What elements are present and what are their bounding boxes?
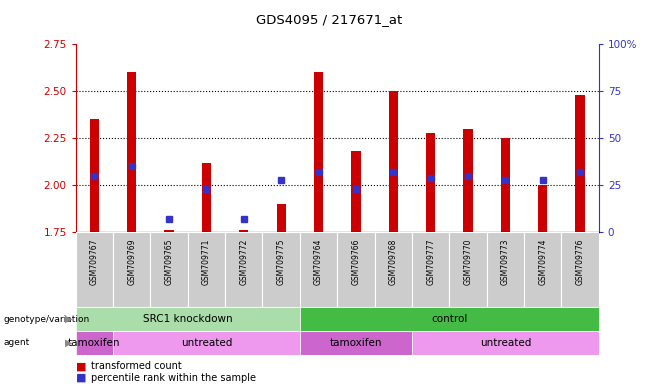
Bar — [76, 307, 300, 331]
Bar — [127, 72, 136, 232]
Bar — [538, 185, 547, 232]
Bar — [300, 232, 338, 307]
Bar — [151, 232, 188, 307]
Bar — [412, 331, 599, 355]
Text: GSM709776: GSM709776 — [576, 238, 584, 285]
Text: SRC1 knockdown: SRC1 knockdown — [143, 314, 232, 324]
Text: GSM709769: GSM709769 — [127, 238, 136, 285]
Bar — [487, 232, 524, 307]
Bar — [113, 232, 151, 307]
Text: GSM709773: GSM709773 — [501, 238, 510, 285]
Bar — [300, 307, 599, 331]
Bar — [314, 72, 323, 232]
Bar — [412, 232, 449, 307]
Bar — [76, 331, 113, 355]
Bar — [374, 232, 412, 307]
Bar — [225, 232, 263, 307]
Text: GSM709772: GSM709772 — [240, 238, 248, 285]
Text: GSM709774: GSM709774 — [538, 238, 547, 285]
Text: ■: ■ — [76, 373, 86, 383]
Text: GSM709768: GSM709768 — [389, 238, 398, 285]
Bar — [76, 232, 113, 307]
Text: untreated: untreated — [480, 338, 531, 348]
Text: control: control — [431, 314, 467, 324]
Bar — [449, 232, 487, 307]
Text: GSM709771: GSM709771 — [202, 238, 211, 285]
Bar — [463, 129, 472, 232]
Text: transformed count: transformed count — [91, 361, 182, 371]
Text: ■: ■ — [76, 361, 86, 371]
Bar — [263, 232, 300, 307]
Text: tamoxifen: tamoxifen — [68, 338, 120, 348]
Bar — [276, 204, 286, 232]
Text: ▶: ▶ — [65, 338, 72, 348]
Text: ▶: ▶ — [65, 314, 72, 324]
Bar — [576, 95, 585, 232]
Bar — [524, 232, 561, 307]
Bar — [389, 91, 398, 232]
Text: GSM709777: GSM709777 — [426, 238, 435, 285]
Bar — [426, 132, 436, 232]
Bar — [202, 163, 211, 232]
Text: GSM709775: GSM709775 — [276, 238, 286, 285]
Bar — [164, 230, 174, 232]
Text: percentile rank within the sample: percentile rank within the sample — [91, 373, 256, 383]
Bar — [561, 232, 599, 307]
Text: GSM709766: GSM709766 — [351, 238, 361, 285]
Text: GSM709767: GSM709767 — [90, 238, 99, 285]
Bar — [89, 119, 99, 232]
Text: GSM709770: GSM709770 — [463, 238, 472, 285]
Bar — [188, 232, 225, 307]
Text: GSM709765: GSM709765 — [164, 238, 174, 285]
Bar — [113, 331, 300, 355]
Bar — [239, 230, 249, 232]
Bar — [300, 331, 412, 355]
Text: GSM709764: GSM709764 — [314, 238, 323, 285]
Text: tamoxifen: tamoxifen — [330, 338, 382, 348]
Text: agent: agent — [3, 338, 30, 348]
Text: genotype/variation: genotype/variation — [3, 314, 89, 324]
Bar — [501, 138, 510, 232]
Bar — [351, 151, 361, 232]
Text: untreated: untreated — [181, 338, 232, 348]
Bar — [338, 232, 374, 307]
Text: GDS4095 / 217671_at: GDS4095 / 217671_at — [256, 13, 402, 26]
